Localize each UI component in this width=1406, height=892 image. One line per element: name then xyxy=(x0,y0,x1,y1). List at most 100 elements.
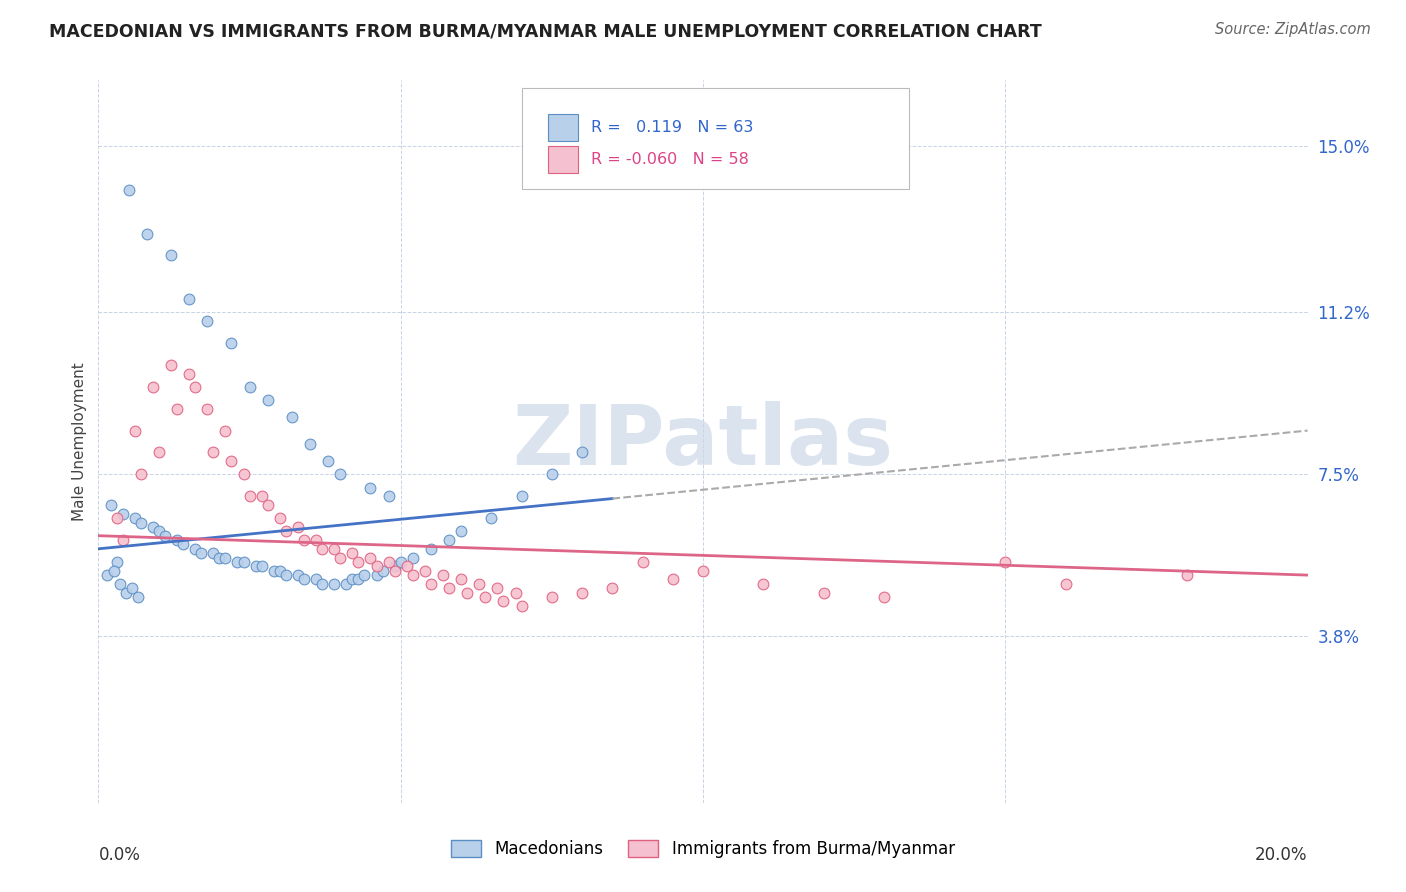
Point xyxy=(256,392,278,407)
Point xyxy=(160,248,183,262)
Point xyxy=(221,336,243,351)
Point xyxy=(360,550,382,565)
Point xyxy=(510,489,533,503)
Point xyxy=(239,489,262,503)
Point xyxy=(226,555,249,569)
Text: R = -0.060   N = 58: R = -0.060 N = 58 xyxy=(591,153,748,168)
Point xyxy=(105,511,128,525)
Point xyxy=(994,555,1017,569)
Point xyxy=(124,511,146,525)
Point xyxy=(100,498,122,512)
Point xyxy=(250,559,273,574)
Point xyxy=(329,467,352,482)
Point xyxy=(540,467,562,482)
Point xyxy=(450,573,472,587)
Point xyxy=(195,401,218,416)
Point xyxy=(366,559,388,574)
Point xyxy=(540,590,562,604)
Point xyxy=(510,599,533,613)
Point xyxy=(214,424,236,438)
Point xyxy=(437,533,460,547)
Point xyxy=(752,577,775,591)
Point xyxy=(474,590,496,604)
Point xyxy=(492,594,515,608)
Point xyxy=(323,577,346,591)
Point xyxy=(342,573,364,587)
Text: R =   0.119   N = 63: R = 0.119 N = 63 xyxy=(591,120,754,136)
Point xyxy=(481,511,503,525)
Point xyxy=(129,467,152,482)
Point xyxy=(184,380,207,394)
Point xyxy=(127,590,149,604)
Point xyxy=(148,524,170,539)
Point xyxy=(118,183,141,197)
Point xyxy=(108,577,131,591)
Text: 0.0%: 0.0% xyxy=(98,847,141,864)
Point xyxy=(311,577,333,591)
Point xyxy=(377,555,399,569)
Point xyxy=(450,524,472,539)
Text: ZIPatlas: ZIPatlas xyxy=(513,401,893,482)
Point xyxy=(232,467,254,482)
Point xyxy=(402,550,425,565)
Point xyxy=(135,227,157,241)
Point xyxy=(281,410,304,425)
Legend: Macedonians, Immigrants from Burma/Myanmar: Macedonians, Immigrants from Burma/Myanm… xyxy=(443,832,963,867)
Point xyxy=(360,481,382,495)
Point xyxy=(96,568,118,582)
Point xyxy=(172,537,194,551)
Bar xyxy=(548,146,578,173)
Point xyxy=(287,568,309,582)
Point xyxy=(232,555,254,569)
Point xyxy=(437,581,460,595)
Text: Source: ZipAtlas.com: Source: ZipAtlas.com xyxy=(1215,22,1371,37)
Y-axis label: Male Unemployment: Male Unemployment xyxy=(72,362,87,521)
Point xyxy=(305,573,328,587)
Point xyxy=(292,573,315,587)
Point xyxy=(287,520,309,534)
Point xyxy=(142,380,165,394)
Text: 20.0%: 20.0% xyxy=(1256,847,1308,864)
Point xyxy=(813,585,835,599)
Point xyxy=(160,358,183,372)
Point xyxy=(166,533,188,547)
Point xyxy=(486,581,509,595)
Point xyxy=(395,559,418,574)
Point xyxy=(269,511,291,525)
Point xyxy=(571,585,593,599)
Point xyxy=(121,581,143,595)
Point xyxy=(347,555,370,569)
Point xyxy=(389,555,412,569)
Point xyxy=(299,436,322,450)
Point xyxy=(420,541,443,556)
Point xyxy=(202,445,225,459)
Point xyxy=(456,585,478,599)
Point xyxy=(292,533,315,547)
Point xyxy=(195,314,218,328)
FancyBboxPatch shape xyxy=(522,87,908,189)
Point xyxy=(124,424,146,438)
Point xyxy=(114,585,136,599)
Point xyxy=(208,550,231,565)
Point xyxy=(245,559,267,574)
Point xyxy=(335,577,357,591)
Point xyxy=(323,541,346,556)
Point xyxy=(256,498,278,512)
Point xyxy=(190,546,212,560)
Point xyxy=(432,568,454,582)
Point xyxy=(329,550,352,565)
Point xyxy=(692,564,714,578)
Point xyxy=(661,573,683,587)
Point xyxy=(353,568,375,582)
Point xyxy=(631,555,654,569)
Text: MACEDONIAN VS IMMIGRANTS FROM BURMA/MYANMAR MALE UNEMPLOYMENT CORRELATION CHART: MACEDONIAN VS IMMIGRANTS FROM BURMA/MYAN… xyxy=(49,22,1042,40)
Point xyxy=(377,489,399,503)
Point xyxy=(413,564,436,578)
Point xyxy=(311,541,333,556)
Point xyxy=(111,507,134,521)
Point xyxy=(420,577,443,591)
Point xyxy=(1054,577,1077,591)
Point xyxy=(402,568,425,582)
Point xyxy=(250,489,273,503)
Point xyxy=(153,529,176,543)
